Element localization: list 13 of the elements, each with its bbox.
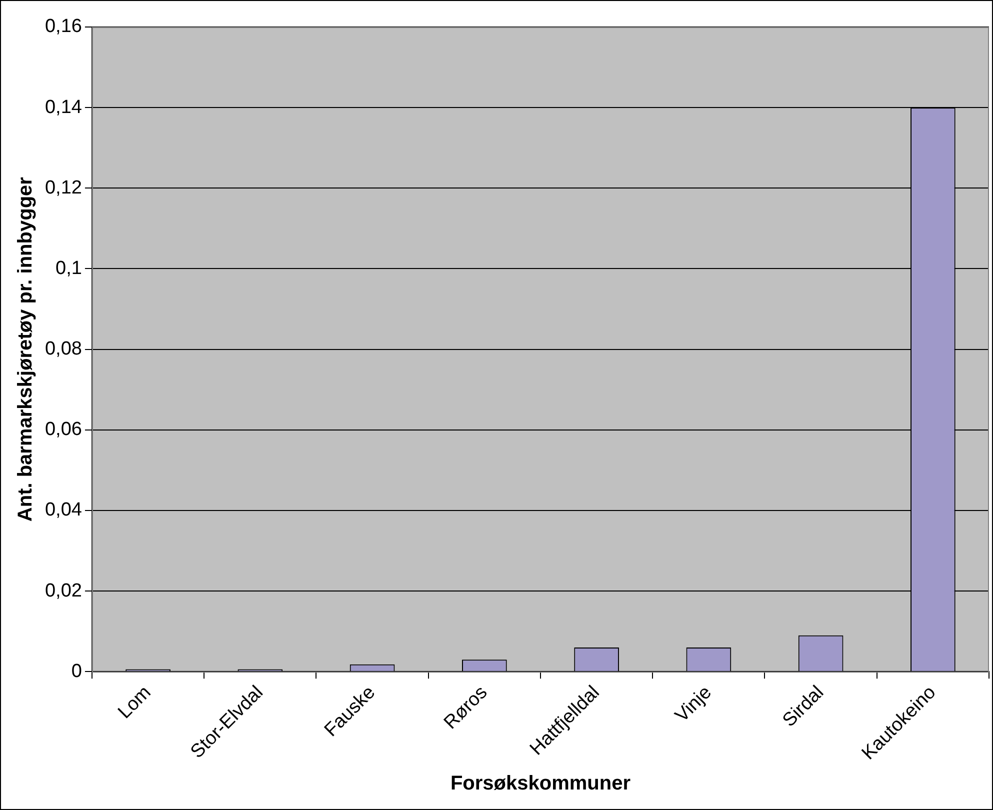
x-tick-label: Lom (114, 682, 156, 724)
x-tick-label: Vinje (671, 682, 716, 727)
y-tick-label: 0,08 (44, 338, 82, 360)
y-tick-label: 0 (71, 660, 82, 682)
y-tick-label: 0,04 (44, 500, 82, 521)
y-tick-label: 0,06 (44, 419, 82, 440)
y-tick-label: 0,02 (44, 580, 82, 602)
y-tick-label: 0,1 (56, 258, 82, 279)
y-tick-label: 0,12 (44, 177, 82, 198)
y-axis-title: Ant. barmarkskjøretøy pr. innbygger (14, 176, 37, 522)
x-axis-title: Forsøkskommuner (450, 772, 631, 795)
y-tick-label: 0,14 (44, 96, 82, 118)
y-tick-label: 0,16 (44, 16, 82, 38)
